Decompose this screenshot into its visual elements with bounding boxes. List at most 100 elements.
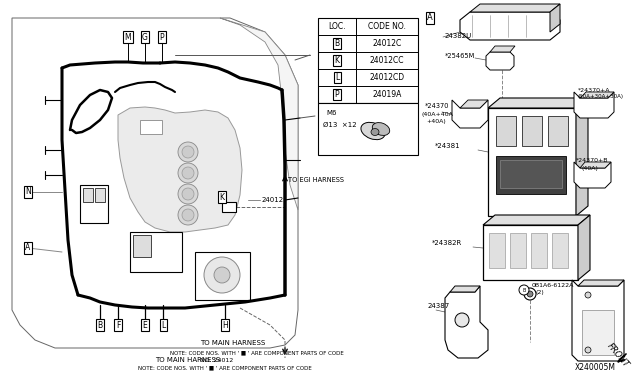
Bar	[80, 185, 108, 223]
Circle shape	[214, 267, 230, 283]
Text: A: A	[427, 13, 433, 22]
Polygon shape	[220, 18, 298, 210]
Bar	[133, 235, 151, 257]
Text: A: A	[26, 244, 31, 253]
Polygon shape	[580, 92, 614, 98]
Text: NOTE: CODE NOS. WITH ' ■ ' ARE COMPONENT PARTS OF CODE: NOTE: CODE NOS. WITH ' ■ ' ARE COMPONENT…	[138, 365, 312, 370]
Bar	[140, 120, 162, 134]
Bar	[95, 188, 105, 202]
Bar	[318, 103, 418, 155]
Circle shape	[585, 292, 591, 298]
Text: N: N	[25, 187, 31, 196]
Text: (40A+40A: (40A+40A	[422, 112, 454, 117]
Bar	[496, 156, 566, 194]
Text: LOC.: LOC.	[328, 22, 346, 31]
Polygon shape	[490, 46, 515, 52]
Polygon shape	[118, 107, 242, 232]
Circle shape	[182, 188, 194, 200]
Text: 0B1A6-6122A: 0B1A6-6122A	[532, 283, 574, 288]
Text: P: P	[335, 90, 339, 99]
Circle shape	[178, 163, 198, 183]
Text: M6: M6	[326, 110, 337, 116]
Polygon shape	[483, 215, 590, 225]
Text: *24382R: *24382R	[432, 240, 462, 246]
Circle shape	[524, 288, 536, 300]
Text: *24381: *24381	[435, 143, 461, 149]
Text: *24370+B: *24370+B	[576, 158, 609, 163]
Text: NOTE: CODE NOS. WITH ' ■ ' ARE COMPONENT PARTS OF CODE: NOTE: CODE NOS. WITH ' ■ ' ARE COMPONENT…	[170, 350, 344, 355]
Text: *24370: *24370	[425, 103, 449, 109]
Circle shape	[519, 285, 529, 295]
Ellipse shape	[371, 128, 379, 135]
Text: P: P	[160, 32, 164, 42]
Circle shape	[204, 257, 240, 293]
Text: (2): (2)	[536, 290, 545, 295]
Text: +40A): +40A)	[426, 119, 445, 124]
Circle shape	[178, 184, 198, 204]
Text: M: M	[125, 32, 131, 42]
Text: K: K	[335, 56, 339, 65]
Bar	[548, 116, 568, 146]
Polygon shape	[445, 286, 488, 358]
Bar	[222, 202, 236, 212]
Bar	[318, 18, 418, 103]
Text: B: B	[335, 39, 340, 48]
Circle shape	[455, 313, 469, 327]
Circle shape	[178, 142, 198, 162]
Text: (60A+30A+30A): (60A+30A+30A)	[578, 94, 624, 99]
Polygon shape	[488, 98, 588, 108]
Polygon shape	[460, 100, 488, 108]
Bar	[500, 160, 562, 188]
Text: (40A): (40A)	[582, 166, 599, 171]
Bar	[130, 232, 182, 272]
Text: CODE NO.: CODE NO.	[368, 22, 406, 31]
Ellipse shape	[361, 122, 385, 140]
Bar	[522, 116, 542, 146]
Bar	[483, 225, 578, 280]
Text: TO MAIN HARNESS: TO MAIN HARNESS	[200, 340, 265, 346]
Polygon shape	[580, 162, 611, 168]
Text: B: B	[97, 321, 102, 330]
Text: F: F	[116, 321, 120, 330]
Text: L: L	[335, 73, 339, 82]
Text: TO MAIN HARNESS: TO MAIN HARNESS	[155, 357, 220, 363]
Bar	[496, 116, 516, 146]
Text: E: E	[143, 321, 147, 330]
Polygon shape	[574, 162, 611, 188]
Polygon shape	[486, 52, 514, 70]
Text: G: G	[142, 32, 148, 42]
Text: 24382U: 24382U	[445, 33, 472, 39]
Text: 24012: 24012	[262, 197, 284, 203]
Text: K: K	[220, 192, 225, 202]
Polygon shape	[460, 12, 560, 40]
Polygon shape	[576, 98, 588, 216]
Bar	[552, 233, 568, 268]
Text: Ø13  ×12: Ø13 ×12	[323, 122, 356, 128]
Polygon shape	[470, 4, 560, 12]
Circle shape	[527, 291, 533, 297]
Text: B: B	[522, 288, 525, 292]
Text: X240005M: X240005M	[575, 363, 616, 372]
Text: NO. 24012: NO. 24012	[200, 358, 233, 363]
Text: FRONT: FRONT	[605, 341, 630, 369]
Polygon shape	[572, 280, 624, 361]
Text: L: L	[161, 321, 165, 330]
Text: 24012C: 24012C	[372, 39, 402, 48]
Circle shape	[585, 347, 591, 353]
Polygon shape	[574, 92, 614, 118]
Polygon shape	[578, 280, 624, 286]
Text: 24012CD: 24012CD	[369, 73, 404, 82]
Text: *25465M: *25465M	[445, 53, 476, 59]
Text: H: H	[222, 321, 228, 330]
Polygon shape	[452, 100, 488, 128]
Text: 24387: 24387	[428, 303, 451, 309]
Text: 24012CC: 24012CC	[370, 56, 404, 65]
Polygon shape	[578, 215, 590, 280]
Circle shape	[178, 205, 198, 225]
Circle shape	[182, 146, 194, 158]
Text: *24370+A: *24370+A	[578, 88, 611, 93]
Bar	[510, 233, 526, 268]
Ellipse shape	[372, 123, 390, 135]
Text: TO EGI HARNESS: TO EGI HARNESS	[288, 177, 344, 183]
Circle shape	[182, 167, 194, 179]
